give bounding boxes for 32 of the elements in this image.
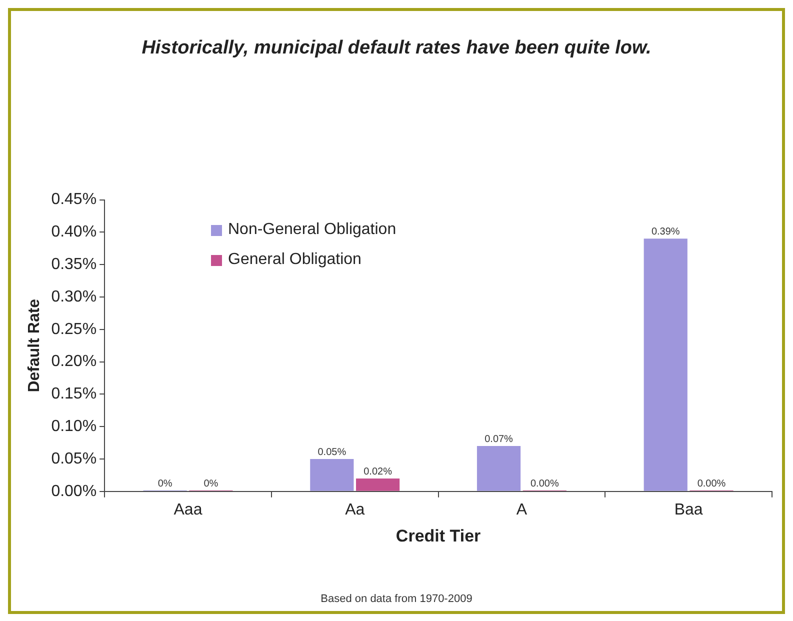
y-tick-label: 0.00%	[51, 482, 97, 500]
data-label: 0%	[204, 478, 218, 490]
legend-label: General Obligation	[228, 251, 362, 269]
data-label: 0.39%	[651, 226, 680, 238]
data-label: 0.05%	[318, 447, 346, 458]
y-tick-label: 0.25%	[51, 320, 97, 338]
bar	[310, 459, 354, 491]
y-tick-label: 0.15%	[51, 386, 97, 403]
data-label: 0.07%	[484, 434, 514, 446]
x-tick-label: Aaa	[174, 501, 202, 518]
y-tick-label: 0.45%	[51, 191, 97, 208]
data-label: 0.00%	[697, 478, 726, 490]
text: Based on data from 1970-2009	[320, 593, 474, 605]
y-tick-label: 0.20%	[51, 353, 97, 370]
data-label: 0.00%	[530, 478, 559, 490]
bar	[476, 446, 521, 491]
y-tick-label: 0.40%	[51, 224, 97, 241]
y-tick-label: 0.10%	[51, 418, 97, 436]
x-tick-label: Baa	[674, 501, 703, 518]
x-tick-label: Aa	[345, 501, 365, 518]
y-axis-title: Default Rate	[26, 298, 44, 392]
data-label: 0.02%	[364, 466, 392, 478]
y-tick-label: 0.30%	[51, 288, 97, 306]
bar	[644, 238, 688, 491]
y-tick-label: 0.35%	[51, 256, 97, 274]
data-label: 0%	[158, 478, 172, 490]
x-axis-title: Credit Tier	[396, 526, 482, 546]
y-tick-label: 0.05%	[51, 450, 97, 468]
x-tick-label: A	[516, 501, 528, 518]
bar	[356, 478, 400, 491]
legend-label: Non-General Obligation	[228, 221, 396, 239]
chart-title: Historically, municipal default rates have been quite low.	[142, 38, 652, 59]
